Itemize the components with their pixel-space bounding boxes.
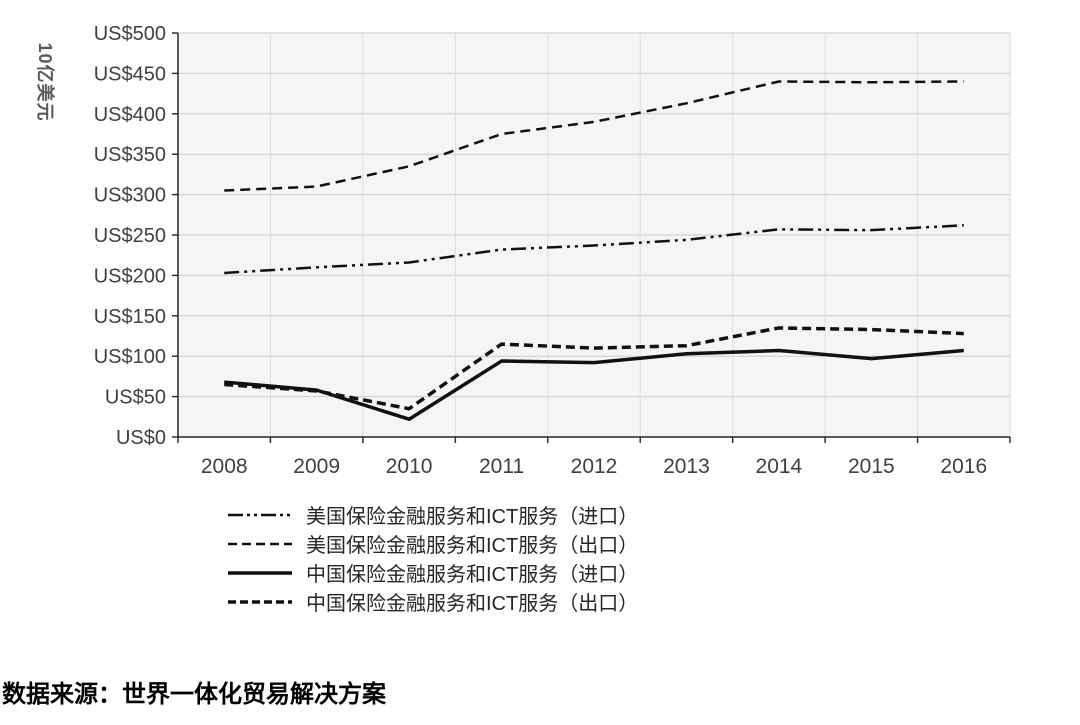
y-axis-title: 10亿美元 <box>35 42 55 122</box>
series-line-2 <box>224 348 964 421</box>
legend-label: 美国保险金融服务和ICT服务（进口） <box>306 506 639 528</box>
y-tick-label: US$0 <box>116 427 166 449</box>
x-tick-label: 2010 <box>386 455 433 478</box>
chart-area: US$0 US$50 US$100 US$150 US$200 US$250 US$300 U… <box>35 23 1011 478</box>
x-tick-label: 2016 <box>940 455 987 478</box>
legend-item: 中国保险金融服务和ICT服务（进口） <box>228 562 638 586</box>
chart-legend: 美国保险金融服务和ICT服务（进口） 美国保险金融服务和ICT服务（出口） 中国… <box>228 504 638 615</box>
legend-label: 中国保险金融服务和ICT服务（进口） <box>306 564 639 586</box>
x-tick-label: 2011 <box>479 455 524 478</box>
legend-line-sample-china-export <box>228 599 292 604</box>
y-tick-label: US$50 <box>105 387 166 409</box>
x-tick-label: 2009 <box>293 455 340 478</box>
x-tick-label: 2014 <box>756 455 803 478</box>
y-tick-label: US$450 <box>94 63 166 85</box>
legend-line-sample-us-export <box>228 542 292 545</box>
legend-item: 美国保险金融服务和ICT服务（进口） <box>228 504 638 528</box>
line-chart: US$0 US$50 US$100 US$150 US$200 US$250 US$300 U… <box>94 23 1011 478</box>
legend-label: 中国保险金融服务和ICT服务（出口） <box>306 593 639 615</box>
series-line-3 <box>224 326 964 411</box>
legend-line-sample-us-import <box>228 513 292 516</box>
y-tick-label: US$400 <box>94 104 166 126</box>
y-tick-label: US$200 <box>94 265 166 287</box>
y-tick-label: US$350 <box>94 144 166 166</box>
series-line-1 <box>224 80 964 192</box>
y-tick-label: US$500 <box>94 23 166 45</box>
source-note: 数据来源：世界一体化贸易解决方案 <box>2 681 386 708</box>
legend-item: 中国保险金融服务和ICT服务（出口） <box>228 591 638 615</box>
x-tick-label: 2013 <box>663 455 710 478</box>
x-tick-label: 2012 <box>571 455 618 478</box>
legend-item: 美国保险金融服务和ICT服务（出口） <box>228 533 638 557</box>
legend-label: 美国保险金融服务和ICT服务（出口） <box>306 535 639 557</box>
y-tick-label: US$100 <box>94 346 166 368</box>
y-tick-label: US$250 <box>94 225 166 247</box>
y-tick-label: US$150 <box>94 306 166 328</box>
x-tick-label: 2015 <box>848 455 895 478</box>
legend-line-sample-china-import <box>228 570 292 575</box>
y-tick-label: US$300 <box>94 185 166 207</box>
series-line-0 <box>224 224 964 275</box>
x-tick-label: 2008 <box>201 455 248 478</box>
